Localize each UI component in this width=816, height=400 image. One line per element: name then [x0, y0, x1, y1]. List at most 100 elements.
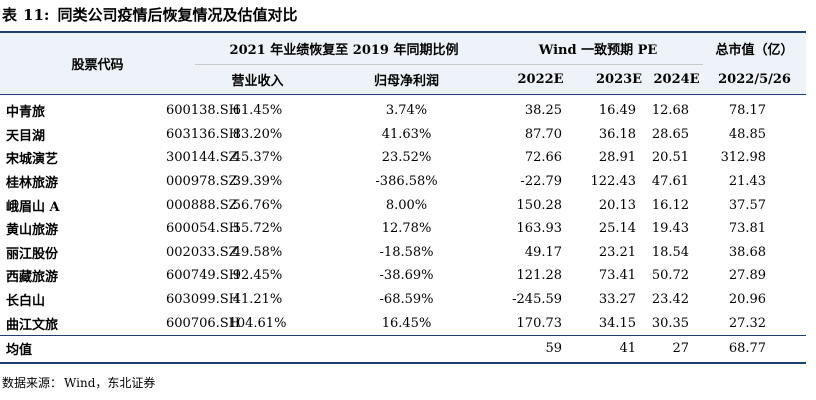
- net-profit-ratio: -386.58%: [375, 174, 438, 190]
- pe-2022: -22.79: [520, 174, 563, 190]
- average-label: 均值: [0, 334, 88, 364]
- pe-2022: 87.70: [524, 126, 563, 142]
- pe-2023: 16.49: [598, 103, 637, 119]
- table-row: 长白山 603099.SH 41.21% -68.59% -245.59 33.27 23.…: [0, 288, 806, 312]
- pe-2022: 72.66: [524, 150, 563, 166]
- stock-code: 300144.SZ: [166, 150, 238, 166]
- market-cap: 78.17: [728, 103, 767, 119]
- data-source-note: 数据来源： Wind，东北证券: [2, 374, 155, 391]
- average-code-empty: [88, 334, 196, 364]
- header-net-profit: 归母净利润: [320, 64, 494, 95]
- company-name: 丽江股份: [6, 246, 59, 262]
- header-pe-2023: 2023E: [588, 64, 651, 95]
- net-profit-ratio: 23.52%: [381, 150, 432, 166]
- average-market-cap: 68.77: [703, 334, 807, 364]
- comparison-table: 股票代码 2021 年业绩恢复至 2019 年同期比例 Wind 一致预期 PE…: [0, 31, 807, 364]
- net-profit-ratio: 3.74%: [385, 103, 428, 119]
- company-name: 宋城演艺: [6, 152, 59, 168]
- header-market-cap-date: 2022/5/26: [703, 64, 807, 95]
- pe-2023: 36.18: [598, 126, 637, 142]
- net-profit-ratio: -68.59%: [379, 292, 434, 308]
- pe-2022: 49.17: [524, 244, 563, 260]
- pe-2022: 121.28: [516, 268, 563, 284]
- header-market-cap: 总市值（亿）: [703, 32, 807, 65]
- company-name: 长白山: [6, 294, 46, 310]
- source-text: Wind，东北证券: [64, 376, 156, 390]
- stock-code: 600749.SH: [166, 268, 241, 284]
- pe-2023: 28.91: [598, 150, 637, 166]
- average-pe-2023: 41: [588, 334, 651, 364]
- pe-2022: 163.93: [516, 221, 563, 237]
- company-name: 曲江文旅: [6, 317, 59, 333]
- revenue-ratio: 55.72%: [232, 221, 283, 237]
- pe-2022: 150.28: [516, 197, 563, 213]
- stock-code: 002033.SZ: [166, 244, 238, 260]
- table-row: 黄山旅游 600054.SH 55.72% 12.78% 163.93 25.14 19.4…: [0, 217, 806, 241]
- pe-2024: 20.51: [651, 150, 690, 166]
- pe-2024: 50.72: [651, 268, 690, 284]
- market-cap: 73.81: [728, 221, 767, 237]
- revenue-ratio: 49.58%: [232, 244, 283, 260]
- company-name: 黄山旅游: [6, 223, 59, 239]
- pe-2022: 38.25: [524, 103, 563, 119]
- net-profit-ratio: 16.45%: [381, 315, 432, 331]
- header-stock-code: 股票代码: [0, 32, 196, 95]
- pe-2023: 23.21: [598, 244, 637, 260]
- table-body: 中青旅 600138.SH 61.45% 3.74% 38.25 16.49 12.68 78…: [0, 95, 807, 364]
- net-profit-ratio: 12.78%: [381, 221, 432, 237]
- revenue-ratio: 61.45%: [232, 103, 283, 119]
- revenue-ratio: 41.21%: [232, 292, 283, 308]
- stock-code: 600706.SH: [166, 315, 241, 331]
- table-row: 中青旅 600138.SH 61.45% 3.74% 38.25 16.49 12.68 78…: [0, 95, 806, 123]
- company-name: 桂林旅游: [6, 176, 59, 192]
- table-title-number: 11:: [23, 6, 50, 24]
- market-cap: 37.57: [728, 197, 767, 213]
- market-cap: 48.85: [728, 126, 767, 142]
- average-profit-empty: [320, 334, 494, 364]
- pe-2024: 47.61: [651, 174, 690, 190]
- table-row: 宋城演艺 300144.SZ 45.37% 23.52% 72.66 28.91 20.51…: [0, 146, 806, 170]
- market-cap: 21.43: [728, 174, 767, 190]
- revenue-ratio: 56.76%: [232, 197, 283, 213]
- revenue-ratio: 104.61%: [228, 315, 287, 331]
- company-name: 峨眉山 A: [6, 199, 60, 215]
- pe-2024: 16.12: [651, 197, 690, 213]
- pe-2024: 19.43: [651, 221, 690, 237]
- table-row: 丽江股份 002033.SZ 49.58% -18.58% 49.17 23.21 18.5…: [0, 241, 806, 265]
- revenue-ratio: 92.45%: [232, 268, 283, 284]
- table-row: 峨眉山 A 000888.SZ 56.76% 8.00% 150.28 20.13 16.1…: [0, 193, 806, 217]
- stock-code: 603099.SH: [166, 292, 241, 308]
- stock-code: 600054.SH: [166, 221, 241, 237]
- pe-2024: 30.35: [651, 315, 690, 331]
- average-pe-2024: 27: [650, 334, 704, 364]
- company-name: 天目湖: [6, 128, 46, 144]
- net-profit-ratio: -18.58%: [379, 244, 434, 260]
- header-revenue: 营业收入: [195, 64, 321, 95]
- revenue-ratio: 39.39%: [232, 174, 283, 190]
- revenue-ratio: 83.20%: [232, 126, 283, 142]
- pe-2023: 33.27: [598, 292, 637, 308]
- comparison-table-container: 股票代码 2021 年业绩恢复至 2019 年同期比例 Wind 一致预期 PE…: [0, 31, 807, 364]
- pe-2023: 20.13: [598, 197, 637, 213]
- source-label: 数据来源：: [2, 376, 63, 390]
- pe-2024: 23.42: [651, 292, 690, 308]
- pe-2024: 18.54: [651, 244, 690, 260]
- table-title: 表 11: 同类公司疫情后恢复情况及估值对比: [2, 4, 297, 26]
- market-cap: 312.98: [720, 150, 767, 166]
- market-cap: 27.32: [728, 315, 767, 331]
- table-row: 桂林旅游 000978.SZ 39.39% -386.58% -22.79 122.43 4…: [0, 170, 806, 194]
- company-name: 西藏旅游: [6, 270, 59, 286]
- pe-2023: 25.14: [598, 221, 637, 237]
- table-title-label: 表: [2, 6, 18, 24]
- market-cap: 20.96: [728, 292, 767, 308]
- revenue-ratio: 45.37%: [232, 150, 283, 166]
- market-cap: 27.89: [728, 268, 767, 284]
- table-row: 西藏旅游 600749.SH 92.45% -38.69% 121.28 73.41 50.…: [0, 264, 806, 288]
- pe-2023: 122.43: [590, 174, 637, 190]
- net-profit-ratio: -38.69%: [379, 268, 434, 284]
- pe-2022: -245.59: [512, 292, 563, 308]
- pe-2023: 34.15: [598, 315, 637, 331]
- average-pe-2022: 59: [493, 334, 589, 364]
- pe-2024: 12.68: [651, 103, 690, 119]
- market-cap: 38.68: [728, 244, 767, 260]
